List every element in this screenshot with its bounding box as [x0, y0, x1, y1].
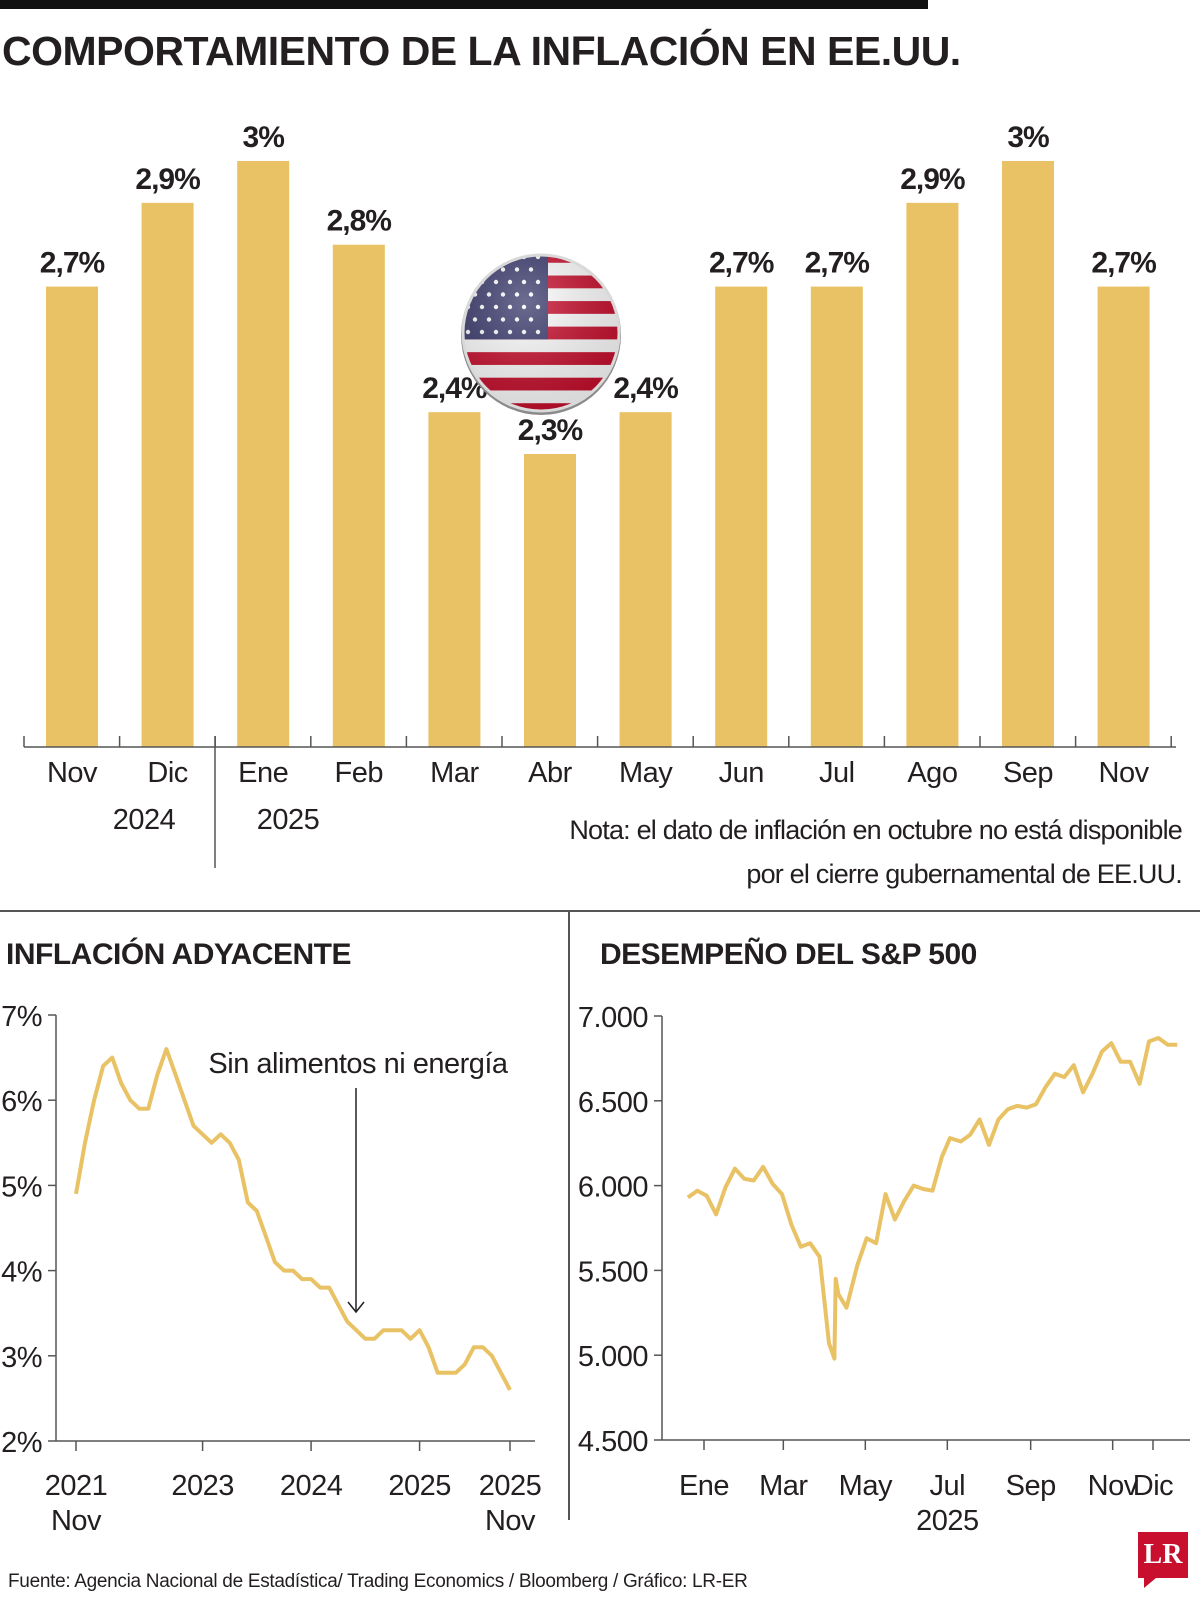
month-label: May [619, 757, 673, 789]
y-tick-label: 2% [1, 1427, 42, 1459]
x-tick-label: Ene [679, 1470, 729, 1502]
sp500-line-chart: 7.000 6.500 6.000 5.500 5.000 4.500 Ene Mar May J… [578, 1002, 1190, 1537]
x-tick-label: 2023 [171, 1470, 234, 1502]
x-tick-label: 2021 [45, 1470, 108, 1502]
month-label: Dic [147, 757, 187, 789]
x-tick-label: Mar [759, 1470, 808, 1502]
core-inflation-title: INFLACIÓN ADYACENTE [6, 938, 351, 971]
y-tick-label: 4% [1, 1257, 42, 1289]
bar-value-label: 2,3% [518, 414, 583, 447]
year-label-2025: 2025 [257, 804, 320, 836]
x-tick-label: 2024 [280, 1470, 343, 1502]
month-label: Ene [238, 757, 288, 789]
y-tick-label: 3% [1, 1342, 42, 1374]
us-flag-icon [461, 253, 621, 415]
core-inflation-line [74, 1047, 512, 1391]
month-label: Jun [719, 757, 764, 789]
top-rule [0, 0, 928, 9]
month-label: Nov [1099, 757, 1150, 789]
inflation-bar-chart: 2,7% Nov 2,9% Dic 3% Ene 2,8% Feb 2,4% Mar 2,3% Abr… [23, 121, 1176, 868]
bar-mar-4 [428, 412, 481, 747]
year-label-2024: 2024 [113, 804, 176, 836]
bar-value-label: 3% [243, 121, 285, 154]
annotation-label: Sin alimentos ni energía [208, 1048, 508, 1080]
flag-star [486, 267, 492, 272]
month-label: Ago [907, 757, 957, 789]
y-tick-label: 5.500 [578, 1256, 648, 1288]
x-tick-label: May [839, 1470, 893, 1502]
chart-note: Nota: el dato de inflación en octubre no… [569, 815, 1182, 889]
section-divider [0, 910, 1200, 912]
bar-value-label: 2,4% [613, 372, 678, 405]
x-tick-label: Sep [1006, 1470, 1056, 1502]
bar-nov-11 [1097, 286, 1150, 747]
bar-jun-7 [715, 286, 768, 747]
bar-jul-8 [810, 286, 863, 747]
sp500-title: DESEMPEÑO DEL S&P 500 [600, 938, 977, 971]
month-label: Jul [819, 757, 855, 789]
month-label: Feb [335, 757, 383, 789]
flag-star [472, 267, 478, 272]
bar-ene-2 [237, 161, 290, 747]
flag-star [493, 255, 499, 260]
y-tick-label: 6% [1, 1086, 42, 1118]
bar-dic-1 [141, 202, 194, 747]
y-tick-label: 6.000 [578, 1172, 648, 1204]
sp500-line [686, 1036, 1178, 1361]
flag-star [465, 279, 471, 285]
x-tick-sublabel: Nov [51, 1505, 102, 1537]
x-year-label: 2025 [916, 1505, 979, 1537]
x-tick-label: Dic [1133, 1470, 1173, 1502]
bar-nov-0 [46, 286, 98, 747]
annotation-arrowhead [347, 1301, 365, 1314]
bar-feb-3 [332, 244, 385, 747]
month-label: Abr [528, 757, 572, 789]
x-tick-sublabel: Nov [485, 1505, 536, 1537]
month-label: Nov [47, 757, 98, 789]
y-tick-label: 5% [1, 1171, 42, 1203]
bar-value-label: 2,7% [805, 247, 870, 280]
bar-sep-10 [1002, 161, 1054, 747]
month-label: Sep [1003, 757, 1053, 789]
panel-divider [568, 910, 570, 1520]
source-credit: Fuente: Agencia Nacional de Estadística/… [8, 1571, 748, 1592]
bar-value-label: 2,7% [709, 247, 774, 280]
page-title: COMPORTAMIENTO DE LA INFLACIÓN EN EE.UU. [2, 28, 961, 74]
bar-value-label: 2,7% [1091, 247, 1156, 280]
bar-value-label: 2,9% [900, 163, 965, 196]
month-label: Mar [430, 757, 479, 789]
y-tick-label: 5.000 [578, 1341, 648, 1373]
flag-star [479, 255, 485, 260]
bar-value-label: 2,9% [135, 163, 200, 196]
flag-star [507, 255, 513, 260]
x-tick-label: Jul [930, 1470, 966, 1502]
lr-logo: LR [1138, 1532, 1188, 1588]
y-tick-label: 7.000 [578, 1002, 648, 1034]
bar-value-label: 2,8% [327, 205, 392, 238]
x-tick-label: Nov [1088, 1470, 1139, 1502]
x-tick-label: 2025 [388, 1470, 451, 1502]
y-tick-label: 4.500 [578, 1426, 648, 1458]
y-tick-label: 6.500 [578, 1087, 648, 1119]
bar-may-6 [619, 412, 672, 747]
y-tick-label: 7% [1, 1001, 42, 1033]
bar-value-label: 2,7% [40, 247, 105, 280]
bar-abr-5 [524, 454, 576, 747]
bar-value-label: 3% [1007, 121, 1049, 154]
bar-ago-9 [906, 202, 959, 747]
x-tick-label: 2025 [479, 1470, 542, 1502]
flag-star [465, 255, 471, 260]
